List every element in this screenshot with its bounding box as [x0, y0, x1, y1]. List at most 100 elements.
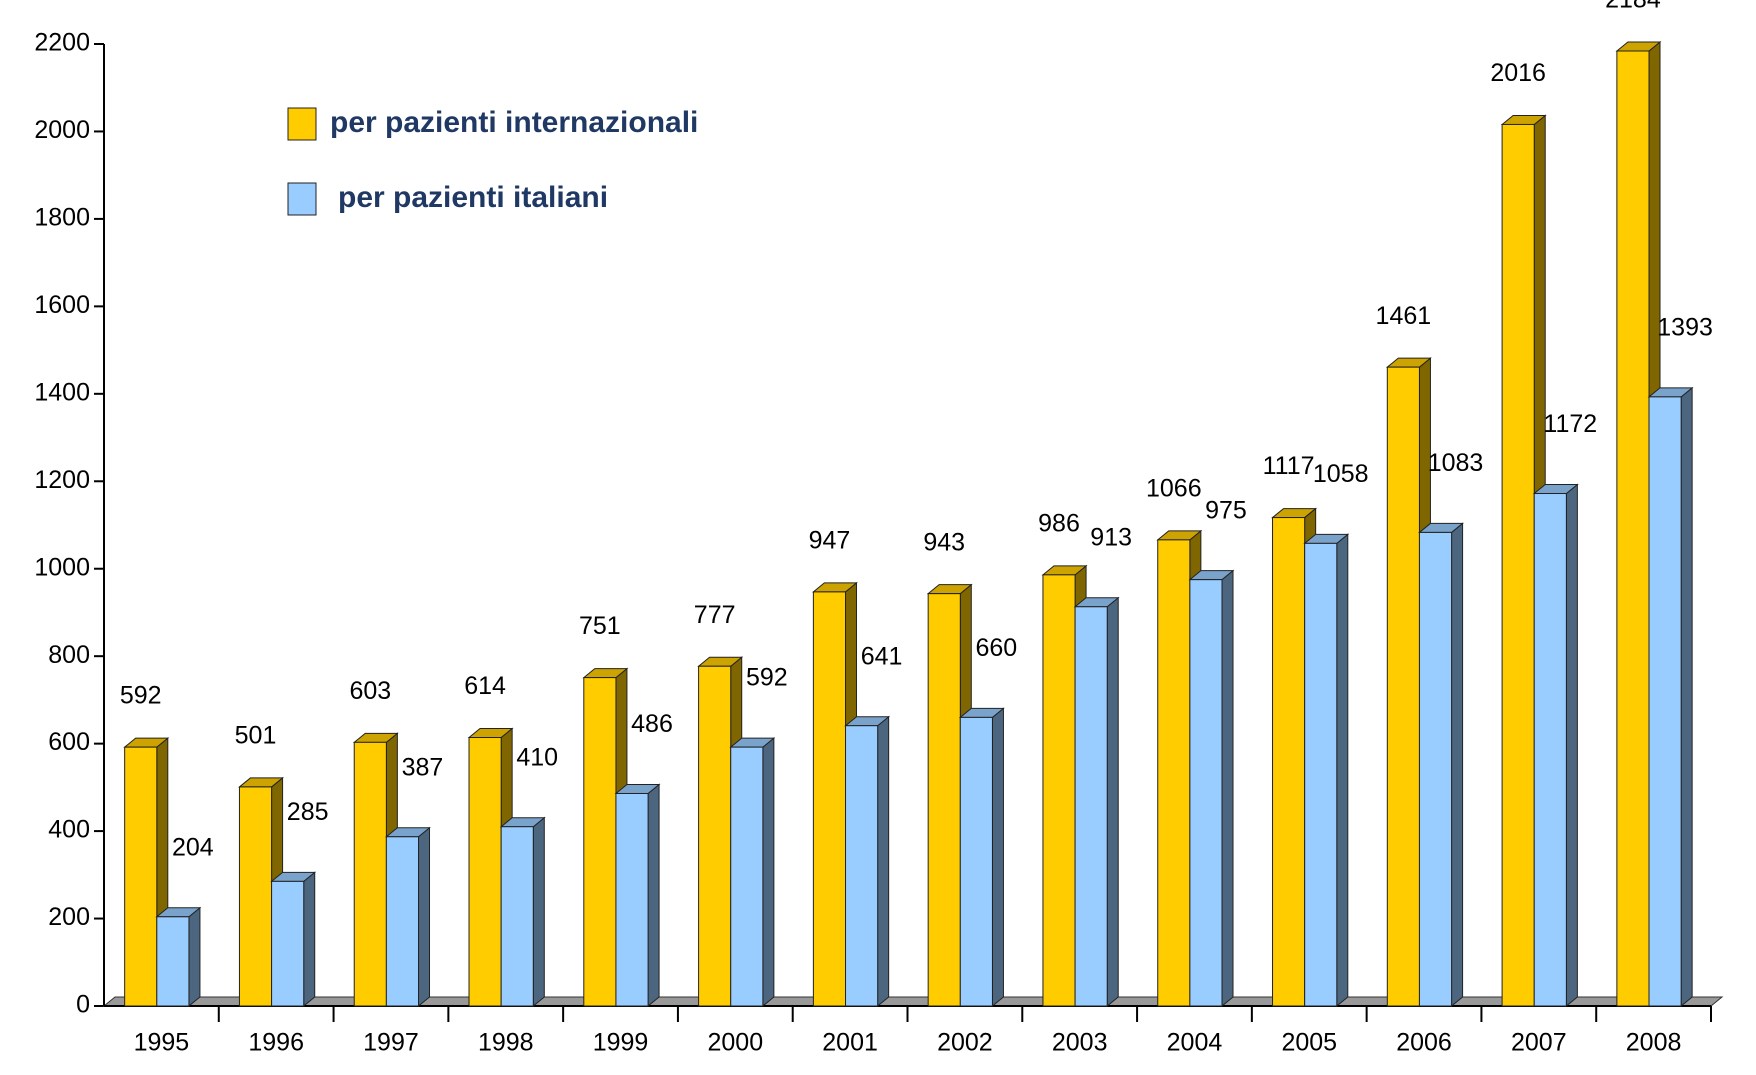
x-tick-label: 1997	[363, 1029, 419, 1057]
bar	[353, 741, 387, 1007]
bar	[698, 665, 732, 1007]
legend-label: per pazienti internazionali	[330, 106, 698, 139]
x-tick-label: 1998	[478, 1029, 534, 1057]
value-label: 1172	[1543, 410, 1597, 438]
y-tick-label: 1200	[34, 466, 90, 494]
x-tick-label: 1999	[593, 1029, 649, 1057]
value-label: 1066	[1146, 474, 1202, 502]
value-label: 1393	[1657, 313, 1713, 341]
y-tick-label: 2000	[34, 116, 90, 144]
y-tick-label: 1000	[34, 553, 90, 581]
bar-side	[1336, 533, 1349, 1008]
x-tick-label: 2007	[1511, 1029, 1567, 1057]
y-tick-label: 1800	[34, 204, 90, 232]
bar	[583, 677, 617, 1007]
bar-side	[1680, 386, 1693, 1008]
value-label: 387	[402, 753, 444, 781]
value-label: 501	[235, 722, 277, 750]
floor	[102, 996, 1724, 1007]
value-label: 204	[172, 833, 214, 861]
bar-side	[418, 826, 431, 1008]
legend-swatch	[287, 182, 317, 216]
value-label: 660	[976, 634, 1018, 662]
bar	[1189, 579, 1223, 1007]
bar	[1648, 396, 1682, 1007]
legend-swatch	[287, 107, 317, 141]
bar	[1616, 50, 1650, 1007]
value-label: 592	[120, 682, 162, 710]
value-label: 943	[923, 528, 965, 556]
value-label: 1461	[1376, 302, 1432, 330]
x-tick-label: 1996	[248, 1029, 304, 1057]
value-label: 777	[694, 601, 736, 629]
bar-side	[532, 816, 545, 1008]
x-tick-label: 2004	[1167, 1029, 1223, 1057]
bar	[927, 593, 961, 1007]
bar	[124, 746, 158, 1007]
value-label: 2016	[1490, 59, 1546, 87]
bar	[238, 786, 273, 1007]
y-tick-label: 0	[76, 991, 90, 1019]
value-label: 486	[631, 710, 673, 738]
x-tick-label: 2001	[822, 1029, 878, 1057]
bar	[959, 716, 993, 1007]
value-label: 614	[464, 672, 506, 700]
x-tick-label: 2006	[1396, 1029, 1452, 1057]
value-label: 1117	[1263, 452, 1315, 480]
bar	[1157, 539, 1191, 1007]
x-tick-label: 2005	[1281, 1029, 1337, 1057]
bar-side	[1106, 596, 1119, 1008]
y-tick-label: 600	[48, 728, 90, 756]
bar	[468, 737, 502, 1007]
value-label: 947	[809, 527, 851, 555]
bar	[1304, 542, 1338, 1007]
bar	[156, 916, 190, 1007]
bar	[1042, 574, 1076, 1007]
y-tick-label: 2200	[34, 29, 90, 57]
value-label: 751	[579, 612, 621, 640]
y-tick-label: 1400	[34, 378, 90, 406]
value-label: 1083	[1428, 449, 1484, 477]
bar-side	[877, 715, 890, 1008]
value-label: 410	[516, 743, 558, 771]
bar	[845, 725, 879, 1007]
bar-side	[762, 737, 775, 1008]
value-label: 2184	[1605, 0, 1661, 14]
bar-side	[1221, 569, 1234, 1008]
value-label: 913	[1090, 523, 1132, 551]
bar	[1386, 366, 1420, 1007]
bar	[1418, 531, 1453, 1007]
value-label: 975	[1205, 496, 1247, 524]
bar	[385, 836, 420, 1007]
bar	[812, 591, 847, 1007]
value-label: 592	[746, 664, 788, 692]
bar-side	[303, 871, 316, 1008]
value-label: 641	[861, 642, 903, 670]
x-tick-label: 2008	[1626, 1029, 1682, 1057]
x-tick-label: 2000	[708, 1029, 764, 1057]
bar	[615, 792, 649, 1007]
x-tick-label: 2003	[1052, 1029, 1108, 1057]
bar-side	[991, 707, 1004, 1008]
value-label: 986	[1038, 509, 1080, 537]
bar-side	[1451, 522, 1464, 1008]
bar	[1501, 123, 1535, 1007]
bar	[500, 826, 534, 1007]
bar	[730, 746, 764, 1007]
bar-side	[1565, 483, 1578, 1008]
bar-side	[647, 783, 660, 1008]
legend-label: per pazienti italiani	[338, 181, 608, 214]
y-tick-label: 800	[48, 641, 90, 669]
bar	[271, 880, 305, 1007]
value-label: 1058	[1313, 460, 1369, 488]
bar	[1074, 606, 1108, 1007]
x-tick-label: 1995	[134, 1029, 190, 1057]
value-label: 603	[349, 677, 391, 705]
bar	[1533, 493, 1567, 1007]
bar	[1272, 517, 1306, 1007]
value-label: 285	[287, 798, 329, 826]
y-tick-label: 400	[48, 816, 90, 844]
y-tick-label: 1600	[34, 291, 90, 319]
x-tick-label: 2002	[937, 1029, 993, 1057]
